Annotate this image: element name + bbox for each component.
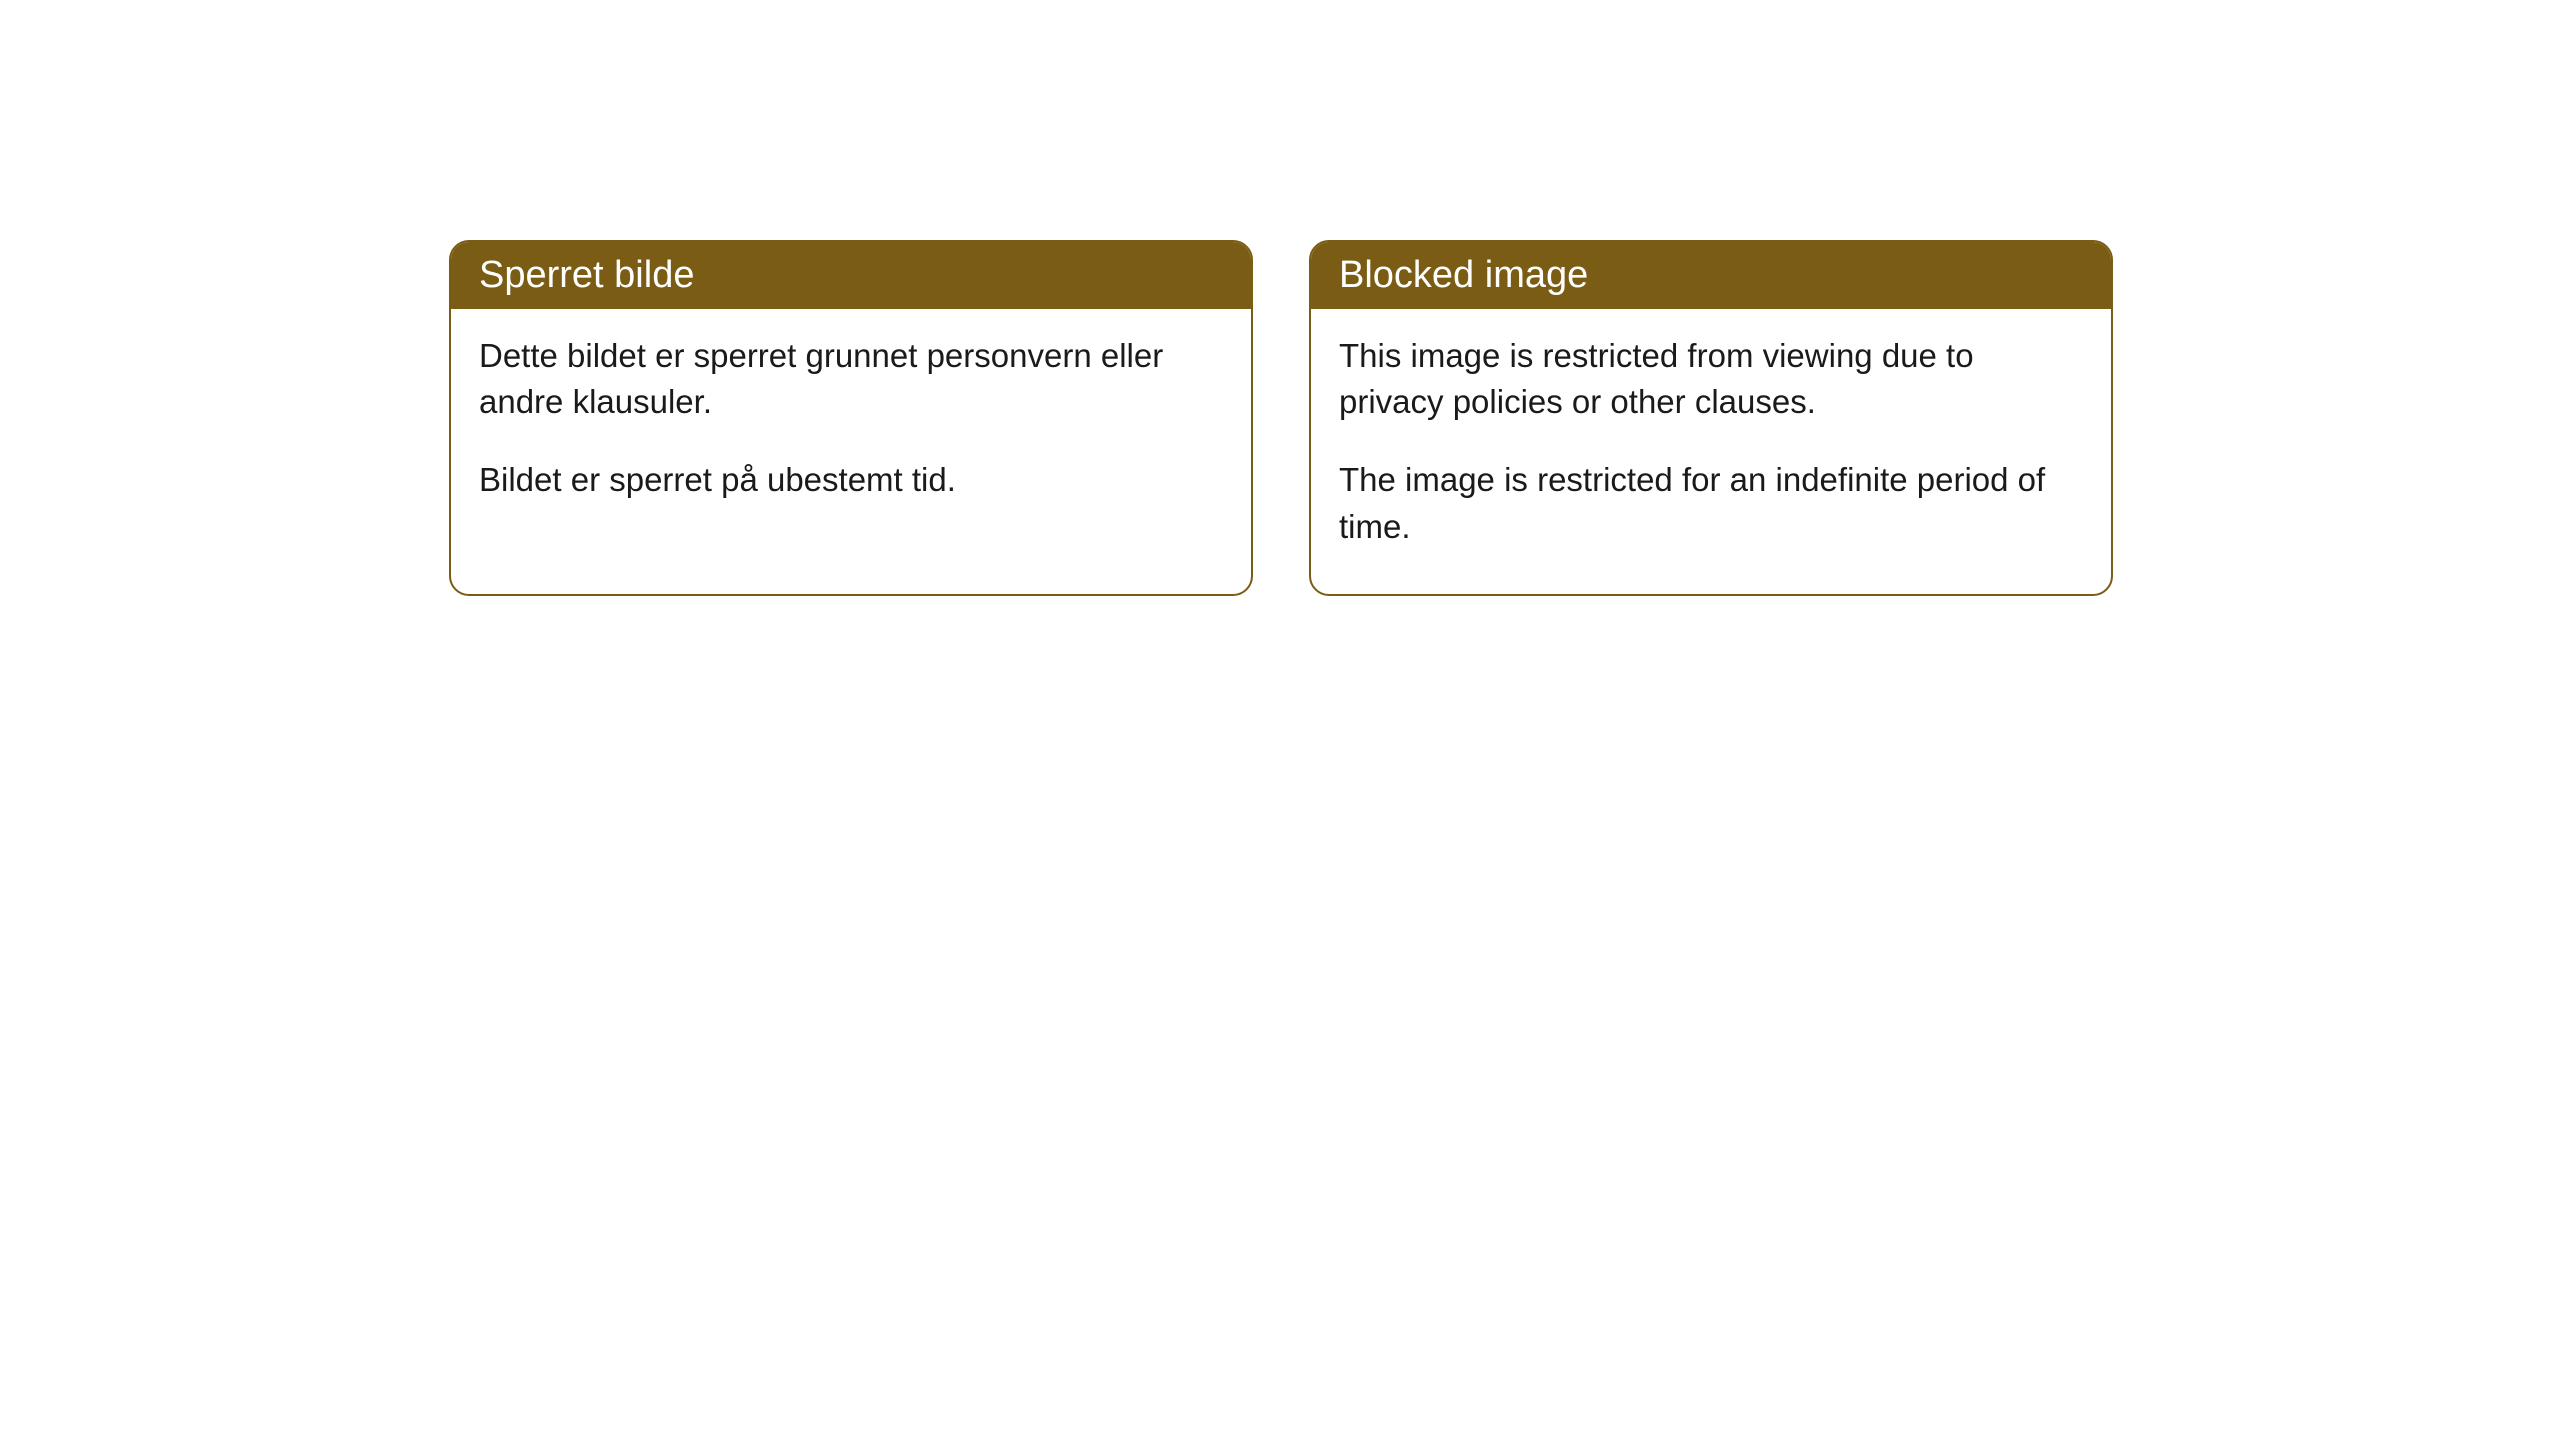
notice-text-2: Bildet er sperret på ubestemt tid. [479,457,1223,503]
card-title: Sperret bilde [479,254,694,296]
card-body-english: This image is restricted from viewing du… [1311,309,2111,594]
notice-cards-container: Sperret bilde Dette bildet er sperret gr… [449,240,2113,596]
card-body-norwegian: Dette bildet er sperret grunnet personve… [451,309,1251,548]
notice-text-1: This image is restricted from viewing du… [1339,333,2083,425]
card-header-norwegian: Sperret bilde [451,242,1251,309]
card-header-english: Blocked image [1311,242,2111,309]
notice-text-2: The image is restricted for an indefinit… [1339,457,2083,549]
notice-card-norwegian: Sperret bilde Dette bildet er sperret gr… [449,240,1253,596]
card-title: Blocked image [1339,254,1588,296]
notice-card-english: Blocked image This image is restricted f… [1309,240,2113,596]
notice-text-1: Dette bildet er sperret grunnet personve… [479,333,1223,425]
